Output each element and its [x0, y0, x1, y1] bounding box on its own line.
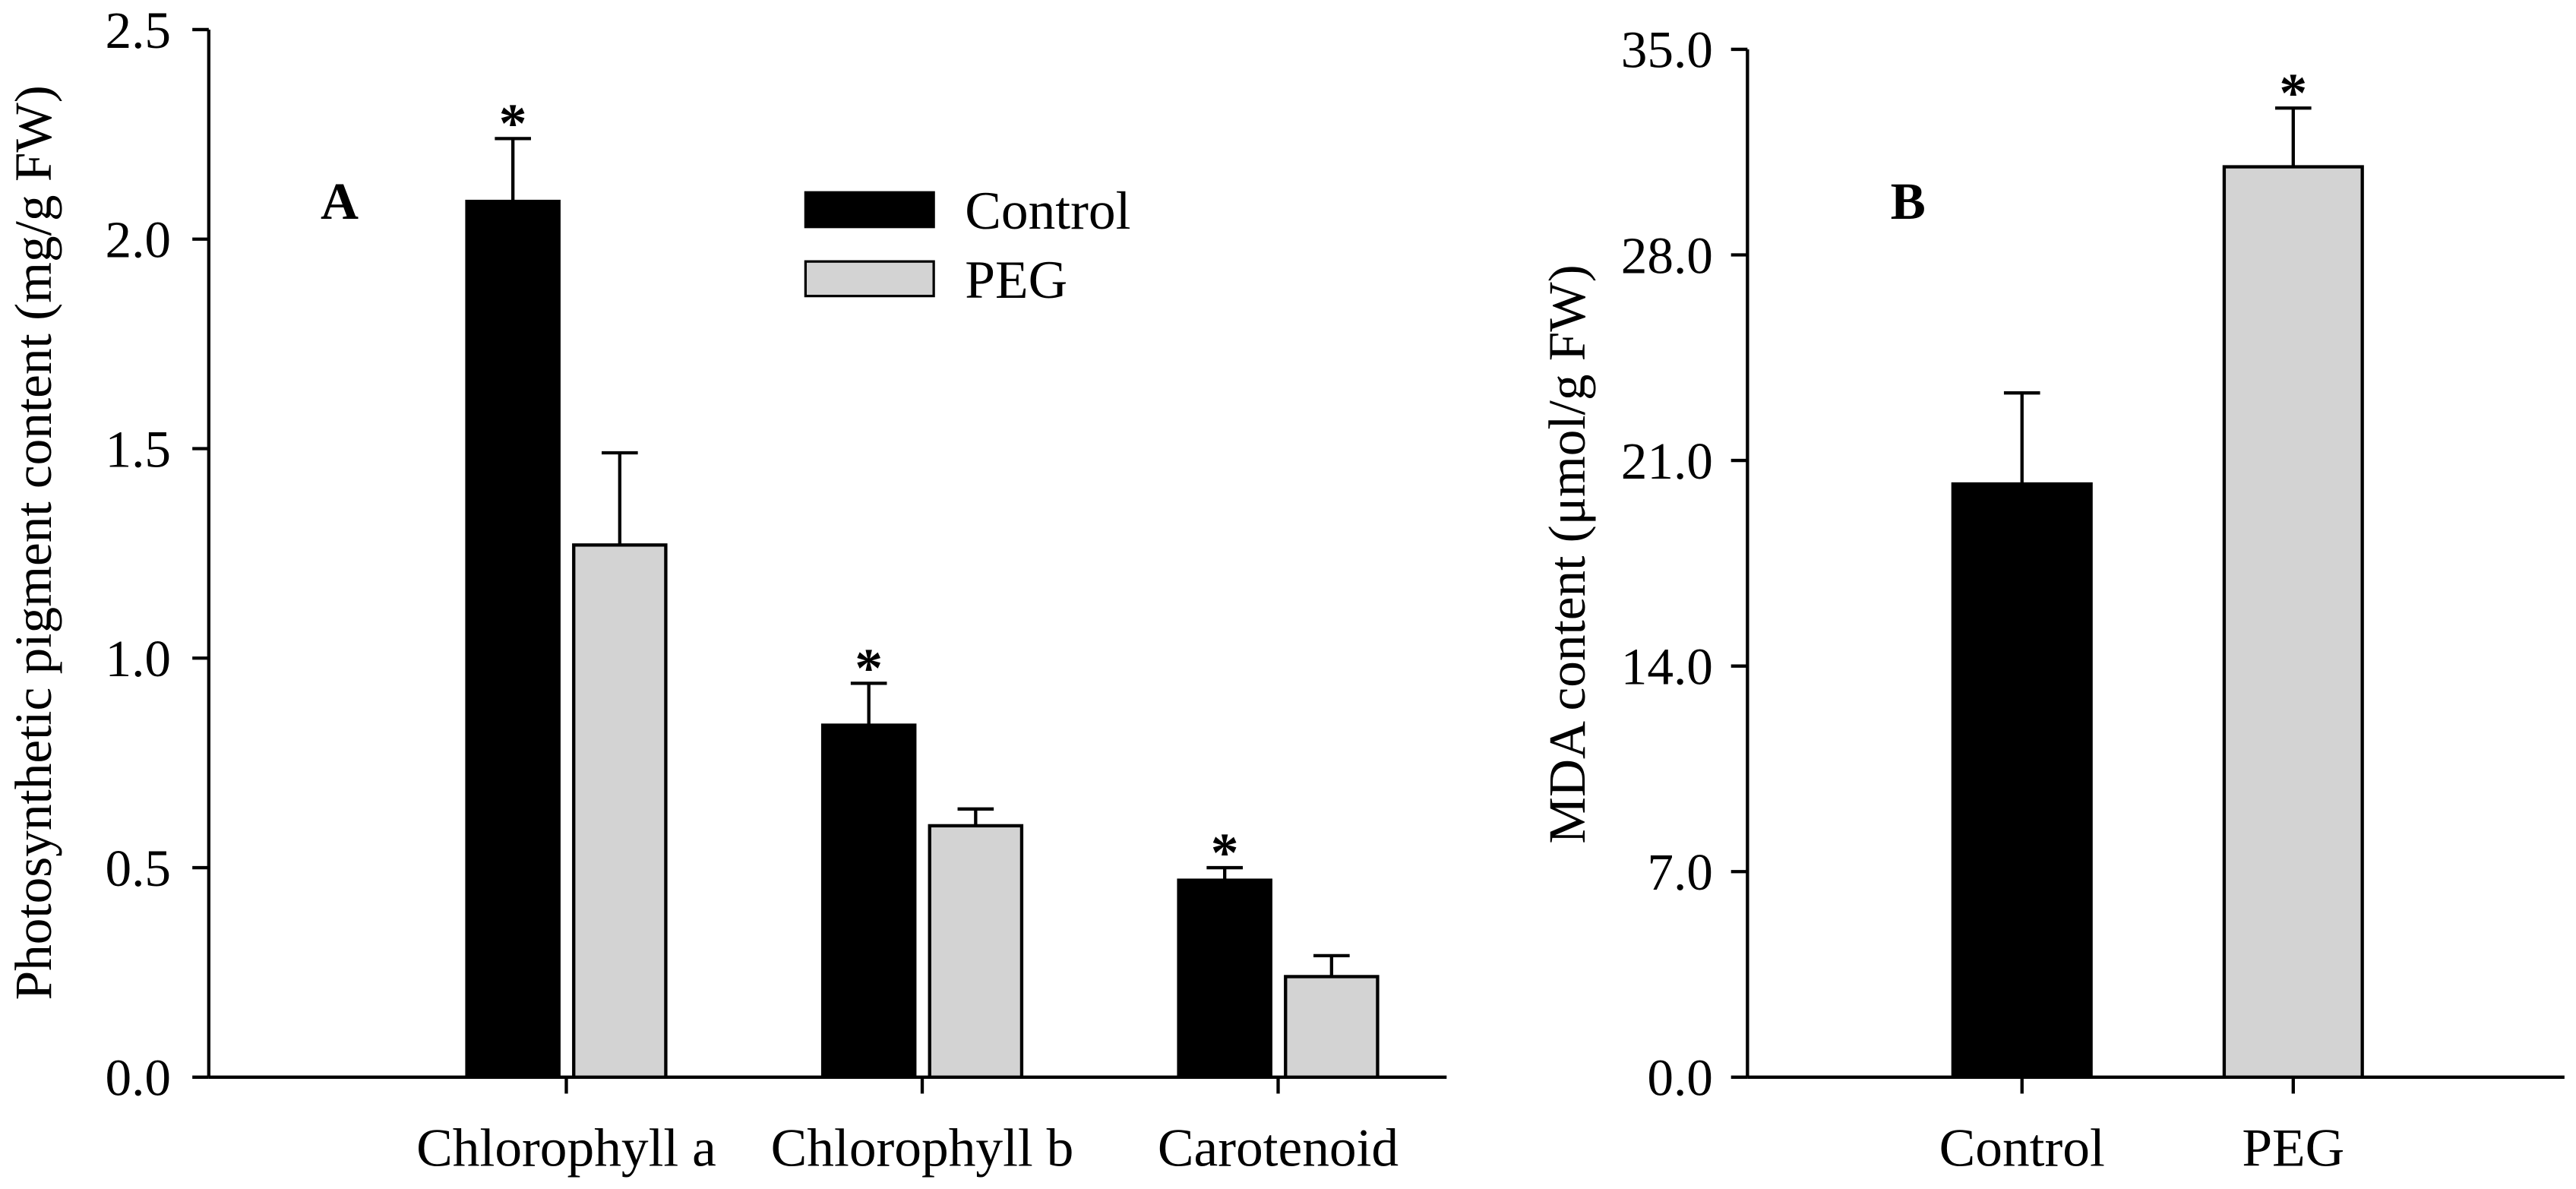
y-tick-label: 28.0 [1621, 226, 1713, 284]
peg-bar [1284, 975, 1380, 1079]
control-bar [465, 199, 561, 1079]
y-tick-label: 1.5 [106, 419, 172, 478]
y-tick-label: 7.0 [1647, 843, 1713, 901]
peg-bar [2222, 165, 2364, 1079]
legend-label: PEG [965, 250, 1067, 310]
significance-marker: * [2279, 62, 2307, 124]
panel-b-plot-area: 0.0 7.0 14.0 21.0 28.0 35.0 Control PEG * [1621, 21, 2565, 1178]
y-tick-label: 2.0 [106, 210, 172, 269]
control-bar [820, 723, 917, 1079]
legend-item-peg: PEG [804, 250, 1067, 310]
y-tick-label: 21.0 [1621, 432, 1713, 490]
y-axis-title: MDA content (μmol/g FW) [1538, 264, 1596, 843]
y-tick-label: 35.0 [1621, 21, 1713, 79]
y-tick-label: 2.5 [106, 1, 172, 59]
y-axis-title: Photosynthetic pigment content (mg/g FW) [4, 85, 62, 1000]
panel-b-chart: MDA content (μmol/g FW) 0.0 7.0 14.0 21.0 28… [1538, 21, 2565, 1178]
panel-label: A [321, 172, 359, 230]
y-tick-label: 1.0 [106, 629, 172, 688]
x-tick-label: Carotenoid [1158, 1118, 1399, 1178]
x-tick-label: Control [1939, 1118, 2105, 1178]
y-tick-label: 0.5 [106, 839, 172, 897]
legend-swatch [804, 260, 935, 298]
significance-marker: * [499, 92, 527, 154]
legend-item-control: Control [804, 181, 1130, 241]
panel-label: B [1891, 172, 1926, 230]
x-tick-label: PEG [2242, 1118, 2344, 1178]
legend-swatch [804, 191, 935, 229]
panel-a-chart: Photosynthetic pigment content (mg/g FW)… [4, 1, 1447, 1178]
peg-bar [928, 824, 1024, 1079]
legend-label: Control [965, 181, 1130, 241]
y-tick-label: 0.0 [1647, 1048, 1713, 1107]
x-tick-label: Chlorophyll a [416, 1118, 716, 1178]
control-bar [1177, 878, 1272, 1079]
panel-a-plot-area: 0.0 0.5 1.0 1.5 2.0 2.5 Chlorophyll a Chlorophy… [106, 1, 1447, 1178]
y-tick-label: 0.0 [106, 1048, 172, 1107]
legend: Control PEG [804, 181, 1130, 310]
y-tick-label: 14.0 [1621, 637, 1713, 695]
x-tick-label: Chlorophyll b [771, 1118, 1074, 1178]
significance-marker: * [1211, 821, 1239, 883]
control-bar [1951, 482, 2093, 1079]
peg-bar [572, 543, 668, 1079]
significance-marker: * [855, 637, 883, 699]
